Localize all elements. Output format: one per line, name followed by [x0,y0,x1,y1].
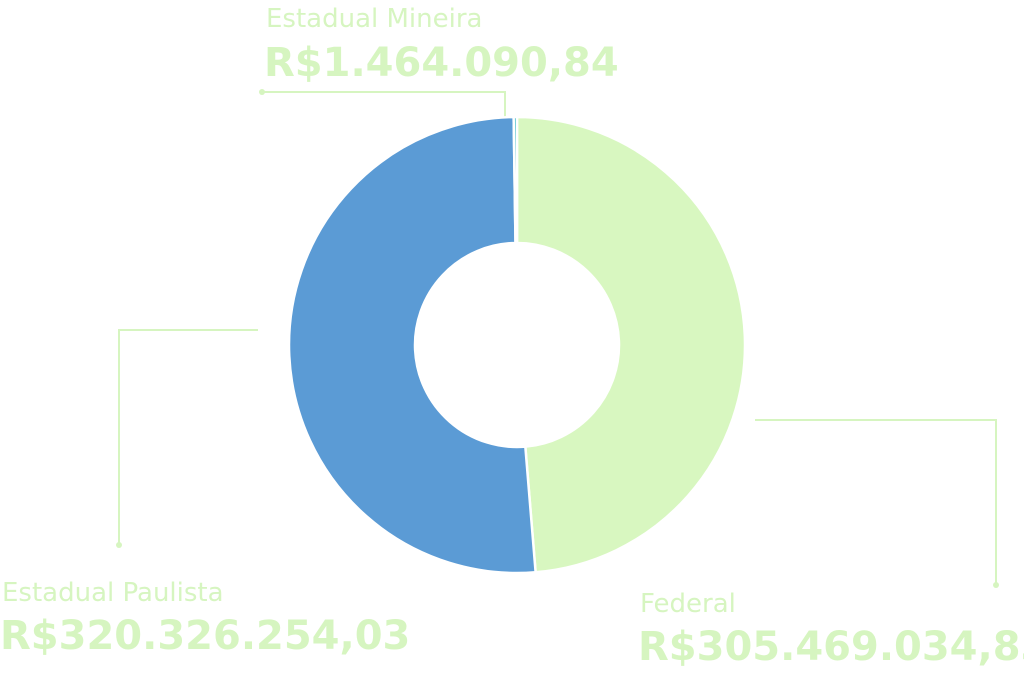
slice-label: Estadual Mineira [266,4,482,34]
leader-line [755,419,997,585]
value-label: R$320.326.254,03 [0,613,410,659]
slice-label: Federal [640,589,736,619]
slice-label: Estadual Paulista [2,578,224,608]
value-label: R$305.469.034,83 [638,624,1024,670]
leader-dot [116,542,122,548]
value-label: R$1.464.090,84 [264,40,619,86]
donut [287,115,747,575]
leader-dot [259,89,265,95]
donut-slice [515,115,747,574]
donut-slice [287,115,537,575]
leader-line [118,329,258,545]
leader-dot [993,582,999,588]
donut-slice [512,115,519,245]
